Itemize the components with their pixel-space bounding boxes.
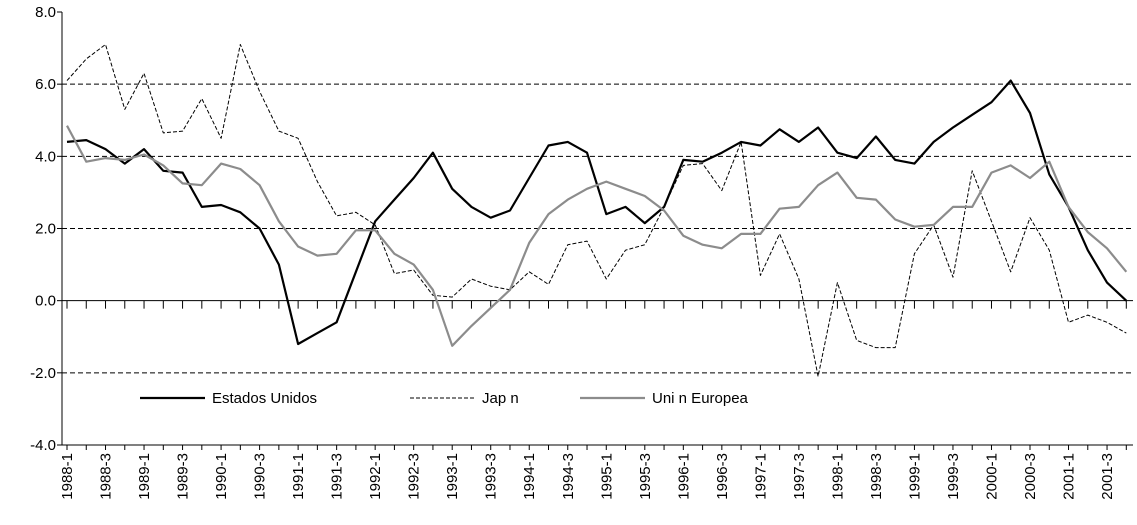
- x-tick-label: 1998-1: [829, 453, 846, 500]
- x-tick-label: 1992-3: [406, 453, 423, 500]
- y-tick-label: 0.0: [35, 293, 56, 310]
- y-tick-label: 8.0: [35, 4, 56, 21]
- x-tick-label: 1995-3: [637, 453, 654, 500]
- x-tick-label: 1997-3: [791, 453, 808, 500]
- legend-label: Uni n Europea: [652, 390, 749, 407]
- legend-label: Jap n: [482, 390, 519, 407]
- x-tick-label: 1997-1: [752, 453, 769, 500]
- x-tick-label: 1993-1: [444, 453, 461, 500]
- x-tick-label: 1996-3: [714, 453, 731, 500]
- x-tick-label: 1996-1: [675, 453, 692, 500]
- x-tick-label: 1998-3: [868, 453, 885, 500]
- x-tick-label: 1994-1: [521, 453, 538, 500]
- x-tick-label: 1999-3: [945, 453, 962, 500]
- x-tick-label: 1991-3: [329, 453, 346, 500]
- x-tick-label: 1990-1: [213, 453, 230, 500]
- series-line: [66, 125, 1128, 347]
- x-tick-label: 1999-1: [906, 453, 923, 500]
- x-tick-label: 1989-3: [175, 453, 192, 500]
- x-tick-label: 1990-3: [252, 453, 269, 500]
- y-tick-label: 4.0: [35, 148, 56, 165]
- x-tick-label: 2001-3: [1099, 453, 1116, 500]
- x-tick-label: 1992-1: [367, 453, 384, 500]
- legend-label: Estados Unidos: [212, 390, 317, 407]
- series-line: [66, 79, 1128, 346]
- x-tick-label: 1994-3: [560, 453, 577, 500]
- x-tick-label: 1995-1: [598, 453, 615, 500]
- x-tick-label: 2000-3: [1022, 453, 1039, 500]
- x-tick-label: 1989-1: [136, 453, 153, 500]
- series-line: [66, 44, 1127, 377]
- y-tick-label: -4.0: [30, 437, 56, 454]
- x-tick-label: 2001-1: [1061, 453, 1078, 500]
- y-tick-label: 2.0: [35, 221, 56, 238]
- x-tick-label: 2000-1: [983, 453, 1000, 500]
- x-tick-label: 1993-3: [483, 453, 500, 500]
- x-tick-label: 1988-1: [59, 453, 76, 500]
- y-tick-label: 6.0: [35, 76, 56, 93]
- y-tick-label: -2.0: [30, 365, 56, 382]
- x-tick-label: 1991-1: [290, 453, 307, 500]
- x-tick-label: 1988-3: [98, 453, 115, 500]
